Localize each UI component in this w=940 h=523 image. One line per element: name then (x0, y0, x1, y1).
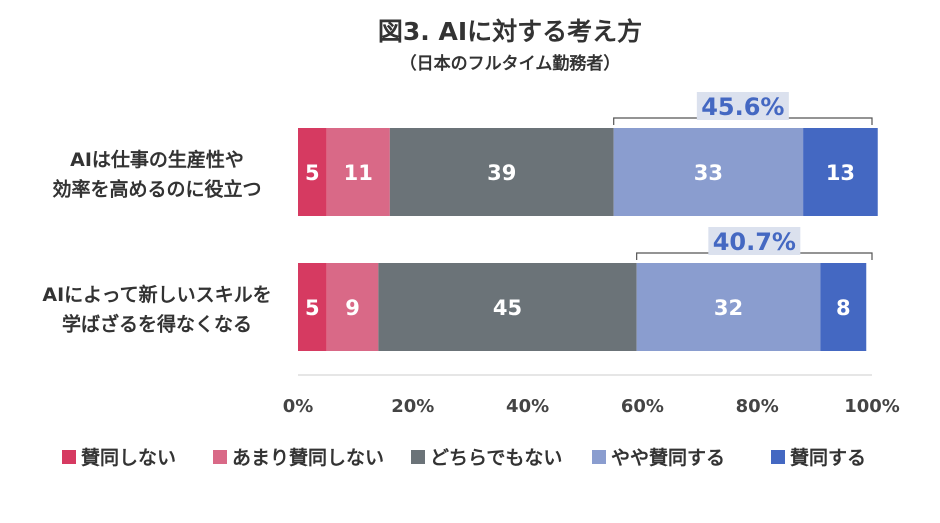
x-tick-label: 60% (621, 396, 664, 417)
bar-segment (378, 263, 637, 351)
bar-segment (389, 128, 614, 216)
data-label: 45 (493, 296, 522, 320)
plot-area: AIは仕事の生産性や効率を高めるのに役立つ AIによって新しいスキルを学ばざるを得… (42, 92, 900, 417)
legend-label: 賛同する (790, 447, 866, 469)
category-label: AIによって新しいスキルを学ばざるを得なくなる (42, 283, 271, 335)
legend-label: 賛同しない (81, 447, 176, 469)
x-tick-label: 40% (506, 396, 549, 417)
data-label: 39 (487, 161, 516, 185)
bracket-label: 45.6% (701, 93, 784, 121)
data-label: 8 (836, 296, 851, 320)
data-label: 33 (694, 161, 723, 185)
bar-segment (803, 128, 878, 216)
category-label-line: 学ばざるを得なくなる (62, 312, 252, 335)
chart-title: 図3. AIに対する考え方 (378, 17, 642, 46)
bracket-label-bg (708, 227, 801, 255)
data-label: 13 (826, 161, 855, 185)
data-label: 5 (305, 161, 320, 185)
data-label: 11 (344, 161, 373, 185)
bar-segment (613, 128, 804, 216)
legend-swatch (411, 450, 425, 464)
x-tick-label: 0% (283, 396, 314, 417)
category-label: AIは仕事の生産性や効率を高めるのに役立つ (52, 148, 261, 200)
legend-swatch (213, 450, 227, 464)
legend-label: どちらでもない (430, 447, 562, 469)
bar-segment (298, 128, 327, 216)
category-label-line: AIは仕事の生産性や (70, 148, 244, 171)
data-label: 9 (345, 296, 360, 320)
legend-swatch (62, 450, 76, 464)
data-label: 32 (714, 296, 743, 320)
bar-segment (326, 128, 390, 216)
bar-segment (820, 263, 867, 351)
chart-subtitle: （日本のフルタイム勤務者） (400, 53, 621, 74)
bar-segment (298, 263, 327, 351)
bar-segment (326, 263, 379, 351)
legend-swatch (771, 450, 785, 464)
data-label: 5 (305, 296, 320, 320)
category-label-line: AIによって新しいスキルを (42, 283, 271, 306)
bracket-label-bg (696, 92, 789, 120)
x-tick-label: 20% (391, 396, 434, 417)
legend-swatch (592, 450, 606, 464)
legend-label: あまり賛同しない (232, 447, 384, 469)
category-label-line: 効率を高めるのに役立つ (52, 177, 261, 200)
bracket-label: 40.7% (713, 228, 796, 256)
x-tick-label: 80% (736, 396, 779, 417)
bar-segment (636, 263, 821, 351)
legend-label: やや賛同する (611, 447, 725, 469)
legend: 賛同しない あまり賛同しない どちらでもない やや賛同する 賛同する (62, 447, 866, 469)
x-tick-label: 100% (844, 396, 900, 417)
